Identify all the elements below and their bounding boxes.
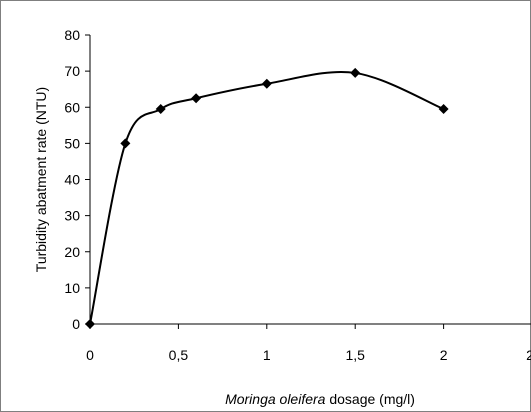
y-tick-label: 40 xyxy=(64,172,80,188)
x-tick-label: 1,5 xyxy=(345,347,365,363)
series-markers xyxy=(85,67,449,329)
axes xyxy=(89,35,531,325)
y-tick-label: 10 xyxy=(64,280,80,296)
x-axis-title-italic: Moringa oleifera xyxy=(225,391,326,407)
y-tick-label: 80 xyxy=(64,27,80,43)
series-line xyxy=(89,71,444,325)
data-point-marker xyxy=(120,138,131,149)
x-axis-title: Moringa oleifera dosage (mg/l) xyxy=(225,391,415,407)
data-point-marker xyxy=(261,78,272,89)
x-tick-label: 1 xyxy=(263,347,271,363)
y-tick-label: 60 xyxy=(64,99,80,115)
y-tick-label: 70 xyxy=(64,63,80,79)
x-tick-label: 0 xyxy=(86,347,94,363)
data-point-marker xyxy=(191,93,202,104)
x-tick-label: 2 xyxy=(440,347,448,363)
data-point-marker xyxy=(350,67,361,78)
y-axis-title: Turbidity abatment rate (NTU) xyxy=(33,87,49,272)
y-axis-ticks: 0 10 20 30 40 50 60 70 80 xyxy=(64,27,90,332)
y-tick-label: 0 xyxy=(72,316,80,332)
y-tick-label: 30 xyxy=(64,208,80,224)
x-axis-ticks: 0 0,5 1 1,5 2 2, xyxy=(86,324,531,363)
data-point-marker xyxy=(155,104,166,115)
data-point-marker xyxy=(438,104,449,115)
data-point-marker xyxy=(85,319,95,329)
x-tick-label: 0,5 xyxy=(169,347,189,363)
x-tick-label: 2, xyxy=(526,347,531,363)
y-tick-label: 20 xyxy=(64,244,80,260)
y-tick-label: 50 xyxy=(64,135,80,151)
x-axis-title-rest: dosage (mg/l) xyxy=(325,391,414,407)
